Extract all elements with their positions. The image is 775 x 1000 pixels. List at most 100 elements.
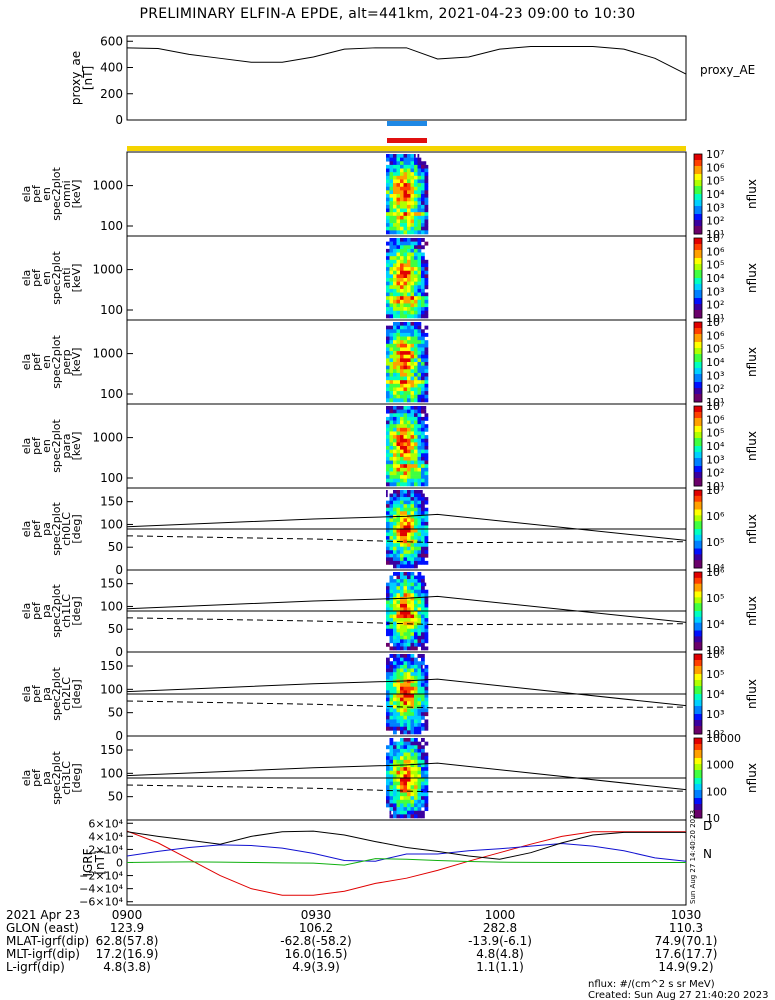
- colorbar-segment: [694, 418, 702, 421]
- spectrogram-pixel: [403, 427, 408, 432]
- colorbar-segment: [694, 532, 702, 536]
- colorbar-segment: [694, 762, 702, 765]
- spectrogram-pixel: [417, 183, 422, 188]
- spectrogram-pixel: [421, 310, 425, 315]
- spectrogram-pixel: [393, 303, 397, 308]
- spectrogram-pixel: [386, 778, 390, 782]
- colorbar-segment: [694, 577, 702, 581]
- spectrogram-pixel: [414, 741, 418, 746]
- spectrogram-pixel: [424, 683, 429, 688]
- spectrogram-pixel: [400, 292, 404, 297]
- colorbar-segment: [694, 718, 702, 721]
- spectrogram-pixel: [417, 752, 422, 757]
- spectrogram-pixel: [393, 387, 397, 392]
- spectrogram-pixel: [400, 690, 404, 695]
- colorbar-tick-label: 10³: [706, 644, 724, 657]
- spectrogram-pixel: [389, 416, 394, 421]
- spectrogram-pixel: [407, 358, 411, 363]
- colorbar-segment: [694, 264, 702, 267]
- colorbar-segment: [694, 178, 702, 181]
- spectrogram-pixel: [386, 618, 390, 622]
- spectrogram-pixel: [389, 215, 394, 220]
- spectrogram-pixel: [414, 168, 418, 173]
- spectrogram-pixel: [389, 748, 394, 753]
- spectrogram-pixel: [414, 471, 418, 476]
- spectrogram-pixel: [403, 270, 408, 275]
- spectrogram-pixel: [410, 796, 415, 801]
- spectrogram-pixel: [386, 511, 390, 516]
- spectrogram-pixel: [414, 738, 418, 742]
- spectrogram-pixel: [414, 380, 418, 385]
- spectrogram-pixel: [410, 741, 415, 746]
- spectrogram-pixel: [400, 759, 404, 764]
- spectrogram-pixel: [400, 536, 404, 540]
- spectrogram-pixel: [386, 625, 390, 630]
- colorbar-segment: [694, 184, 702, 187]
- spectrogram-pixel: [417, 672, 422, 677]
- spectrogram-pixel: [424, 164, 429, 169]
- spectrogram-pixel: [389, 536, 394, 540]
- spectrogram-pixel: [410, 697, 415, 702]
- spectrogram-pixel: [400, 675, 404, 680]
- spectrogram-pixel: [396, 175, 401, 180]
- spectrogram-pixel: [403, 376, 408, 381]
- spectrogram-pixel: [417, 460, 422, 465]
- spectrogram-pixel: [403, 343, 408, 348]
- spectrogram-pixel: [393, 219, 397, 224]
- spectrogram-pixel: [403, 274, 408, 279]
- spectrogram-pixel: [389, 183, 394, 188]
- spectrogram-pixel: [407, 635, 411, 640]
- spectrogram-pixel: [389, 197, 394, 202]
- spectrogram-pixel: [424, 387, 429, 392]
- spectrogram-pixel: [421, 387, 425, 392]
- spectrogram-pixel: [417, 543, 422, 548]
- spectrogram-pixel: [417, 632, 422, 637]
- colorbar-tick-label: 10⁵: [706, 175, 724, 188]
- spectrogram-pixel: [421, 194, 425, 198]
- spectrogram-pixel: [407, 215, 411, 220]
- spectrogram-pixel: [421, 292, 425, 297]
- spectrogram-pixel: [393, 259, 397, 264]
- spectrogram-pixel: [389, 245, 394, 250]
- spectrogram-pixel: [396, 675, 401, 680]
- spectrogram-pixel: [403, 314, 408, 319]
- spectrogram-pixel: [396, 172, 401, 177]
- spectrogram-pixel: [386, 263, 390, 268]
- spectrogram-pixel: [410, 252, 415, 257]
- spectrogram-pixel: [386, 560, 390, 565]
- spectrogram-pixel: [393, 715, 397, 720]
- spectrogram-pixel: [396, 314, 401, 319]
- spectrogram-pixel: [393, 543, 397, 548]
- colorbar-segment: [694, 656, 702, 659]
- spectrogram-pixel: [396, 369, 401, 374]
- spectrogram-pixel: [396, 589, 401, 594]
- pitch-ytick-label: 50: [108, 706, 123, 720]
- colorbar-label: nflux: [745, 431, 759, 461]
- spectrogram-pixel: [424, 362, 429, 366]
- spectrogram-pixel: [407, 618, 411, 622]
- spectrogram-pixel: [400, 799, 404, 804]
- spectrogram-pixel: [386, 661, 390, 666]
- spectrogram-pixel: [414, 281, 418, 286]
- spectrogram-pixel: [386, 212, 390, 217]
- colorbar-segment: [694, 630, 702, 633]
- spectrogram-pixel: [414, 431, 418, 436]
- proxy-ae-legend: proxy_AE: [700, 63, 755, 77]
- spectrogram-pixel: [421, 738, 425, 742]
- spectrogram-pixel: [403, 781, 408, 786]
- spectrogram-pixel: [407, 453, 411, 458]
- spectrogram-pixel: [421, 471, 425, 476]
- spectrogram-pixel: [424, 471, 429, 476]
- spectrogram-pixel: [424, 475, 429, 480]
- spectrogram-pixel: [410, 226, 415, 231]
- spectrogram-pixel: [396, 391, 401, 396]
- spectrogram-pixel: [396, 427, 401, 432]
- spectrogram-pixel: [410, 730, 415, 735]
- spectrogram-pixel: [403, 664, 408, 669]
- spectrogram-pixel: [400, 226, 404, 231]
- spectrogram-pixel: [396, 529, 401, 533]
- spectrogram-pixel: [414, 719, 418, 724]
- spectrogram-pixel: [410, 661, 415, 666]
- colorbar-segment: [694, 562, 702, 565]
- spectrogram-pixel: [400, 238, 404, 242]
